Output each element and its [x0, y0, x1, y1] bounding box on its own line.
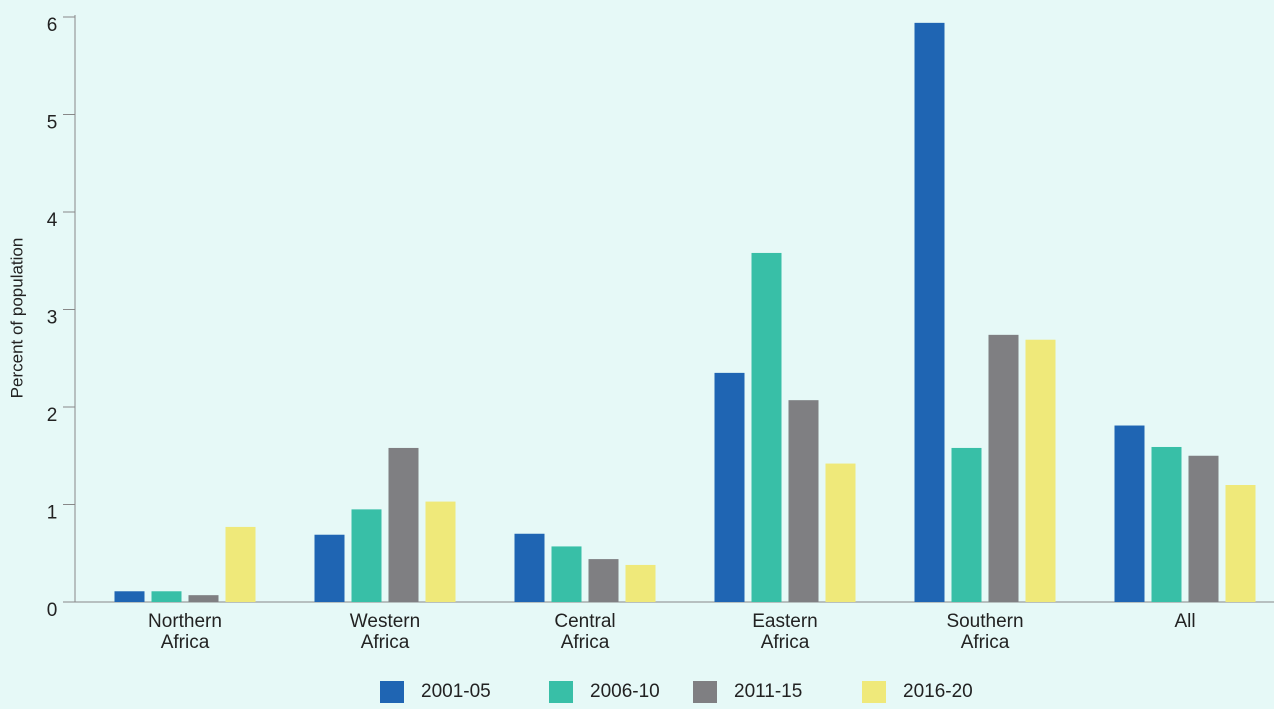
bar	[714, 372, 745, 602]
legend-swatch	[693, 681, 717, 703]
bar	[551, 546, 582, 602]
y-tick-label: 2	[47, 405, 58, 426]
legend-swatch	[549, 681, 573, 703]
bar	[351, 509, 382, 602]
x-tick-label: Eastern Africa	[752, 611, 817, 653]
legend-label: 2006-10	[590, 681, 660, 702]
bar	[1025, 339, 1056, 602]
bar	[425, 501, 456, 602]
bar	[388, 447, 419, 602]
bar	[951, 447, 982, 602]
bar	[988, 334, 1019, 602]
bar	[751, 252, 782, 602]
y-tick-label: 4	[47, 210, 58, 231]
y-tick-label: 5	[47, 113, 58, 134]
bar	[114, 591, 145, 602]
bar	[514, 533, 545, 602]
y-tick-label: 6	[47, 15, 58, 36]
x-tick-label: Central Africa	[554, 611, 615, 653]
y-tick-label: 1	[47, 503, 58, 524]
bar	[151, 591, 182, 602]
bar	[314, 534, 345, 602]
x-tick-label: Northern Africa	[148, 611, 222, 653]
bar	[914, 22, 945, 603]
bar	[188, 595, 219, 602]
legend-label: 2016-20	[903, 681, 973, 702]
legend-swatch	[862, 681, 886, 703]
legend-label: 2001-05	[421, 681, 491, 702]
x-tick-label: All	[1174, 611, 1195, 632]
bar	[1114, 425, 1145, 602]
legend-swatch	[380, 681, 404, 703]
x-tick-label: Western Africa	[350, 611, 420, 653]
y-tick-label: 3	[47, 308, 58, 329]
y-axis-label: Percent of population	[7, 238, 26, 399]
bar	[225, 526, 256, 602]
legend-label: 2011-15	[734, 681, 802, 702]
bar	[588, 559, 619, 602]
bar	[1225, 485, 1256, 602]
bar	[1151, 446, 1182, 602]
bar	[1188, 455, 1219, 602]
bar	[825, 463, 856, 602]
y-tick-label: 0	[47, 600, 58, 621]
x-tick-label: Southern Africa	[946, 611, 1023, 653]
bar	[788, 400, 819, 602]
bar	[625, 564, 656, 602]
